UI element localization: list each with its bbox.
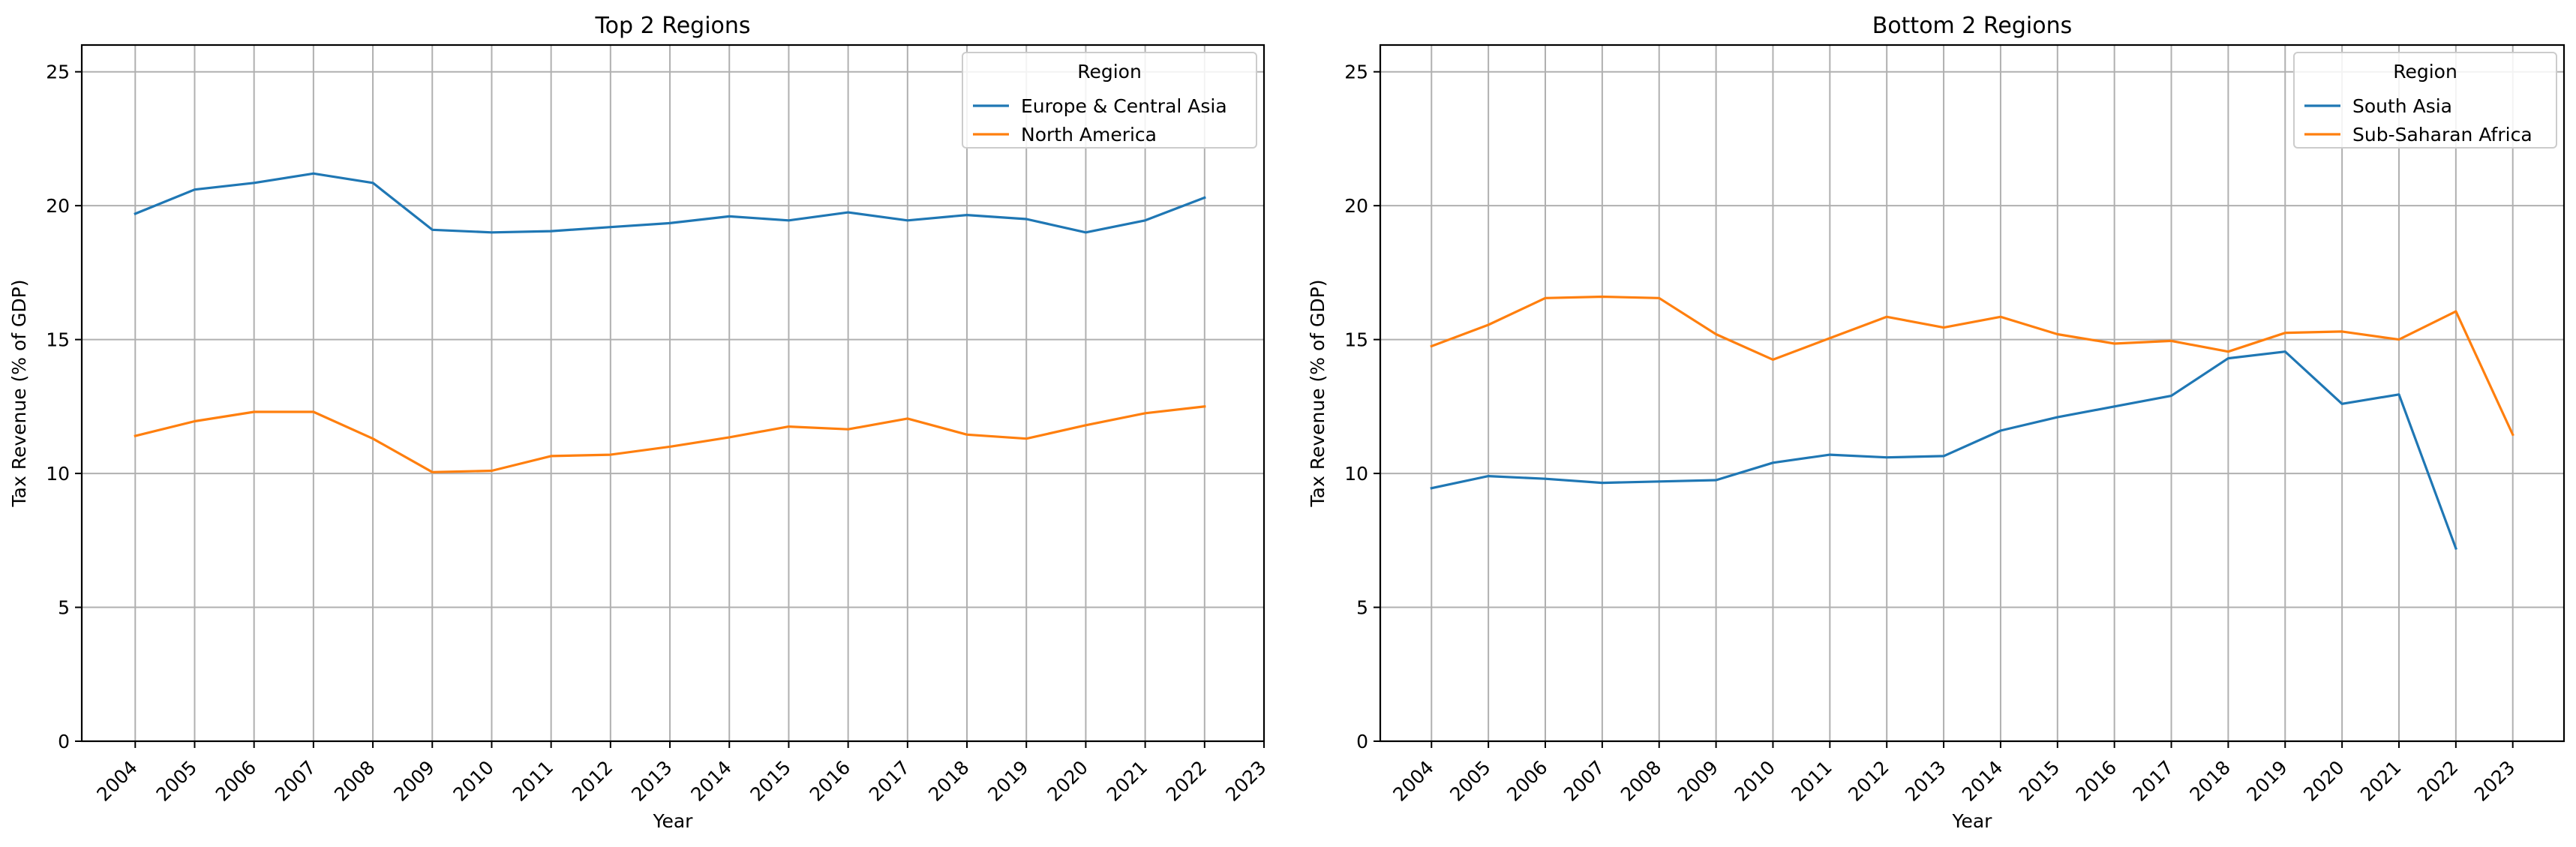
chart-panel-2: 2004 2005 2006 2007 2008 2009 2010 2011 2012 2013…	[1307, 13, 2565, 832]
chart-title: Top 2 Regions	[594, 13, 750, 39]
x-tick-label: 2018	[2185, 756, 2234, 805]
x-tick-label: 2007	[1560, 756, 1608, 805]
series-line-1	[134, 172, 1206, 234]
x-tick-label: 2017	[865, 756, 914, 805]
x-tick-label: 2018	[924, 756, 973, 805]
y-tick-label: 20	[1344, 195, 1368, 217]
x-tick-label: 2023	[1221, 756, 1270, 805]
x-tick-label: 2021	[1103, 756, 1151, 805]
series-line-2	[1430, 295, 2514, 437]
x-tick-label: 2006	[212, 756, 260, 805]
x-axis-label: Year	[653, 810, 694, 832]
y-tick-label: 25	[46, 62, 70, 83]
x-tick-label: 2012	[1844, 756, 1893, 805]
legend-title: Region	[1077, 61, 1142, 83]
x-tick-label: 2006	[1503, 756, 1551, 805]
x-tick-label: 2004	[1389, 756, 1437, 805]
x-tick-label: 2015	[2015, 756, 2064, 805]
x-tick-label: 2008	[1617, 756, 1665, 805]
x-tick-label: 2014	[1958, 756, 2007, 805]
x-tick-label: 2007	[271, 756, 320, 805]
x-tick-label: 2019	[2242, 756, 2291, 805]
x-tick-label: 2023	[2470, 756, 2519, 805]
y-tick-label: 15	[1344, 329, 1368, 351]
x-axis-label: Year	[1952, 810, 1993, 832]
legend-label-1: Europe & Central Asia	[1021, 95, 1227, 117]
chart-title: Bottom 2 Regions	[1872, 13, 2073, 39]
y-tick-label: 5	[1356, 597, 1368, 619]
series-line-2	[134, 405, 1206, 473]
x-tick-label: 2004	[92, 756, 141, 805]
x-tick-label: 2017	[2129, 756, 2178, 805]
x-tick-label: 2016	[2072, 756, 2121, 805]
legend-box	[2293, 52, 2557, 149]
x-tick-label: 2021	[2356, 756, 2405, 805]
x-tick-label: 2020	[1043, 756, 1092, 805]
y-tick-label: 25	[1344, 62, 1368, 83]
y-tick-label: 20	[46, 195, 70, 217]
x-tick-label: 2011	[1787, 756, 1836, 805]
x-tick-label: 2010	[449, 756, 498, 805]
y-axis-label: Tax Revenue (% of GDP)	[1307, 280, 1329, 508]
legend: Region South Asia Sub-Saharan Africa	[2293, 52, 2557, 149]
y-tick-label: 10	[46, 463, 70, 485]
legend-title: Region	[2393, 61, 2457, 83]
y-tick-label: 5	[58, 597, 70, 619]
axes-frame	[1379, 44, 2565, 743]
x-tick-label: 2013	[627, 756, 676, 805]
x-tick-label: 2008	[330, 756, 379, 805]
x-tick-label: 2022	[2413, 756, 2462, 805]
y-axis-label: Tax Revenue (% of GDP)	[8, 280, 30, 508]
legend-box	[962, 52, 1257, 149]
series-line-1	[1430, 350, 2457, 551]
x-tick-label: 2005	[152, 756, 201, 805]
x-tick-label: 2005	[1446, 756, 1494, 805]
y-tick-label: 15	[46, 329, 70, 351]
x-tick-label: 2011	[509, 756, 557, 805]
x-tick-label: 2015	[746, 756, 795, 805]
legend-label-1: South Asia	[2352, 95, 2452, 117]
chart-panel-1: 2004 2005 2006 2007 2008 2009 2010 2011 2012 2013…	[8, 13, 1271, 832]
legend-label-2: North America	[1021, 124, 1157, 146]
x-tick-label: 2009	[1674, 756, 1722, 805]
legend: Region Europe & Central Asia North America	[962, 52, 1257, 149]
y-tick-label: 0	[58, 731, 70, 752]
y-tick-label: 10	[1344, 463, 1368, 485]
x-tick-label: 2016	[806, 756, 854, 805]
x-tick-label: 2014	[686, 756, 735, 805]
x-tick-label: 2009	[389, 756, 438, 805]
x-tick-label: 2013	[1901, 756, 1950, 805]
x-tick-label: 2012	[568, 756, 617, 805]
x-tick-label: 2010	[1731, 756, 1779, 805]
axes-frame	[80, 44, 1265, 743]
legend-label-2: Sub-Saharan Africa	[2352, 124, 2532, 146]
y-tick-label: 0	[1356, 731, 1368, 752]
x-tick-label: 2019	[983, 756, 1032, 805]
x-tick-label: 2022	[1162, 756, 1211, 805]
x-tick-label: 2020	[2299, 756, 2348, 805]
